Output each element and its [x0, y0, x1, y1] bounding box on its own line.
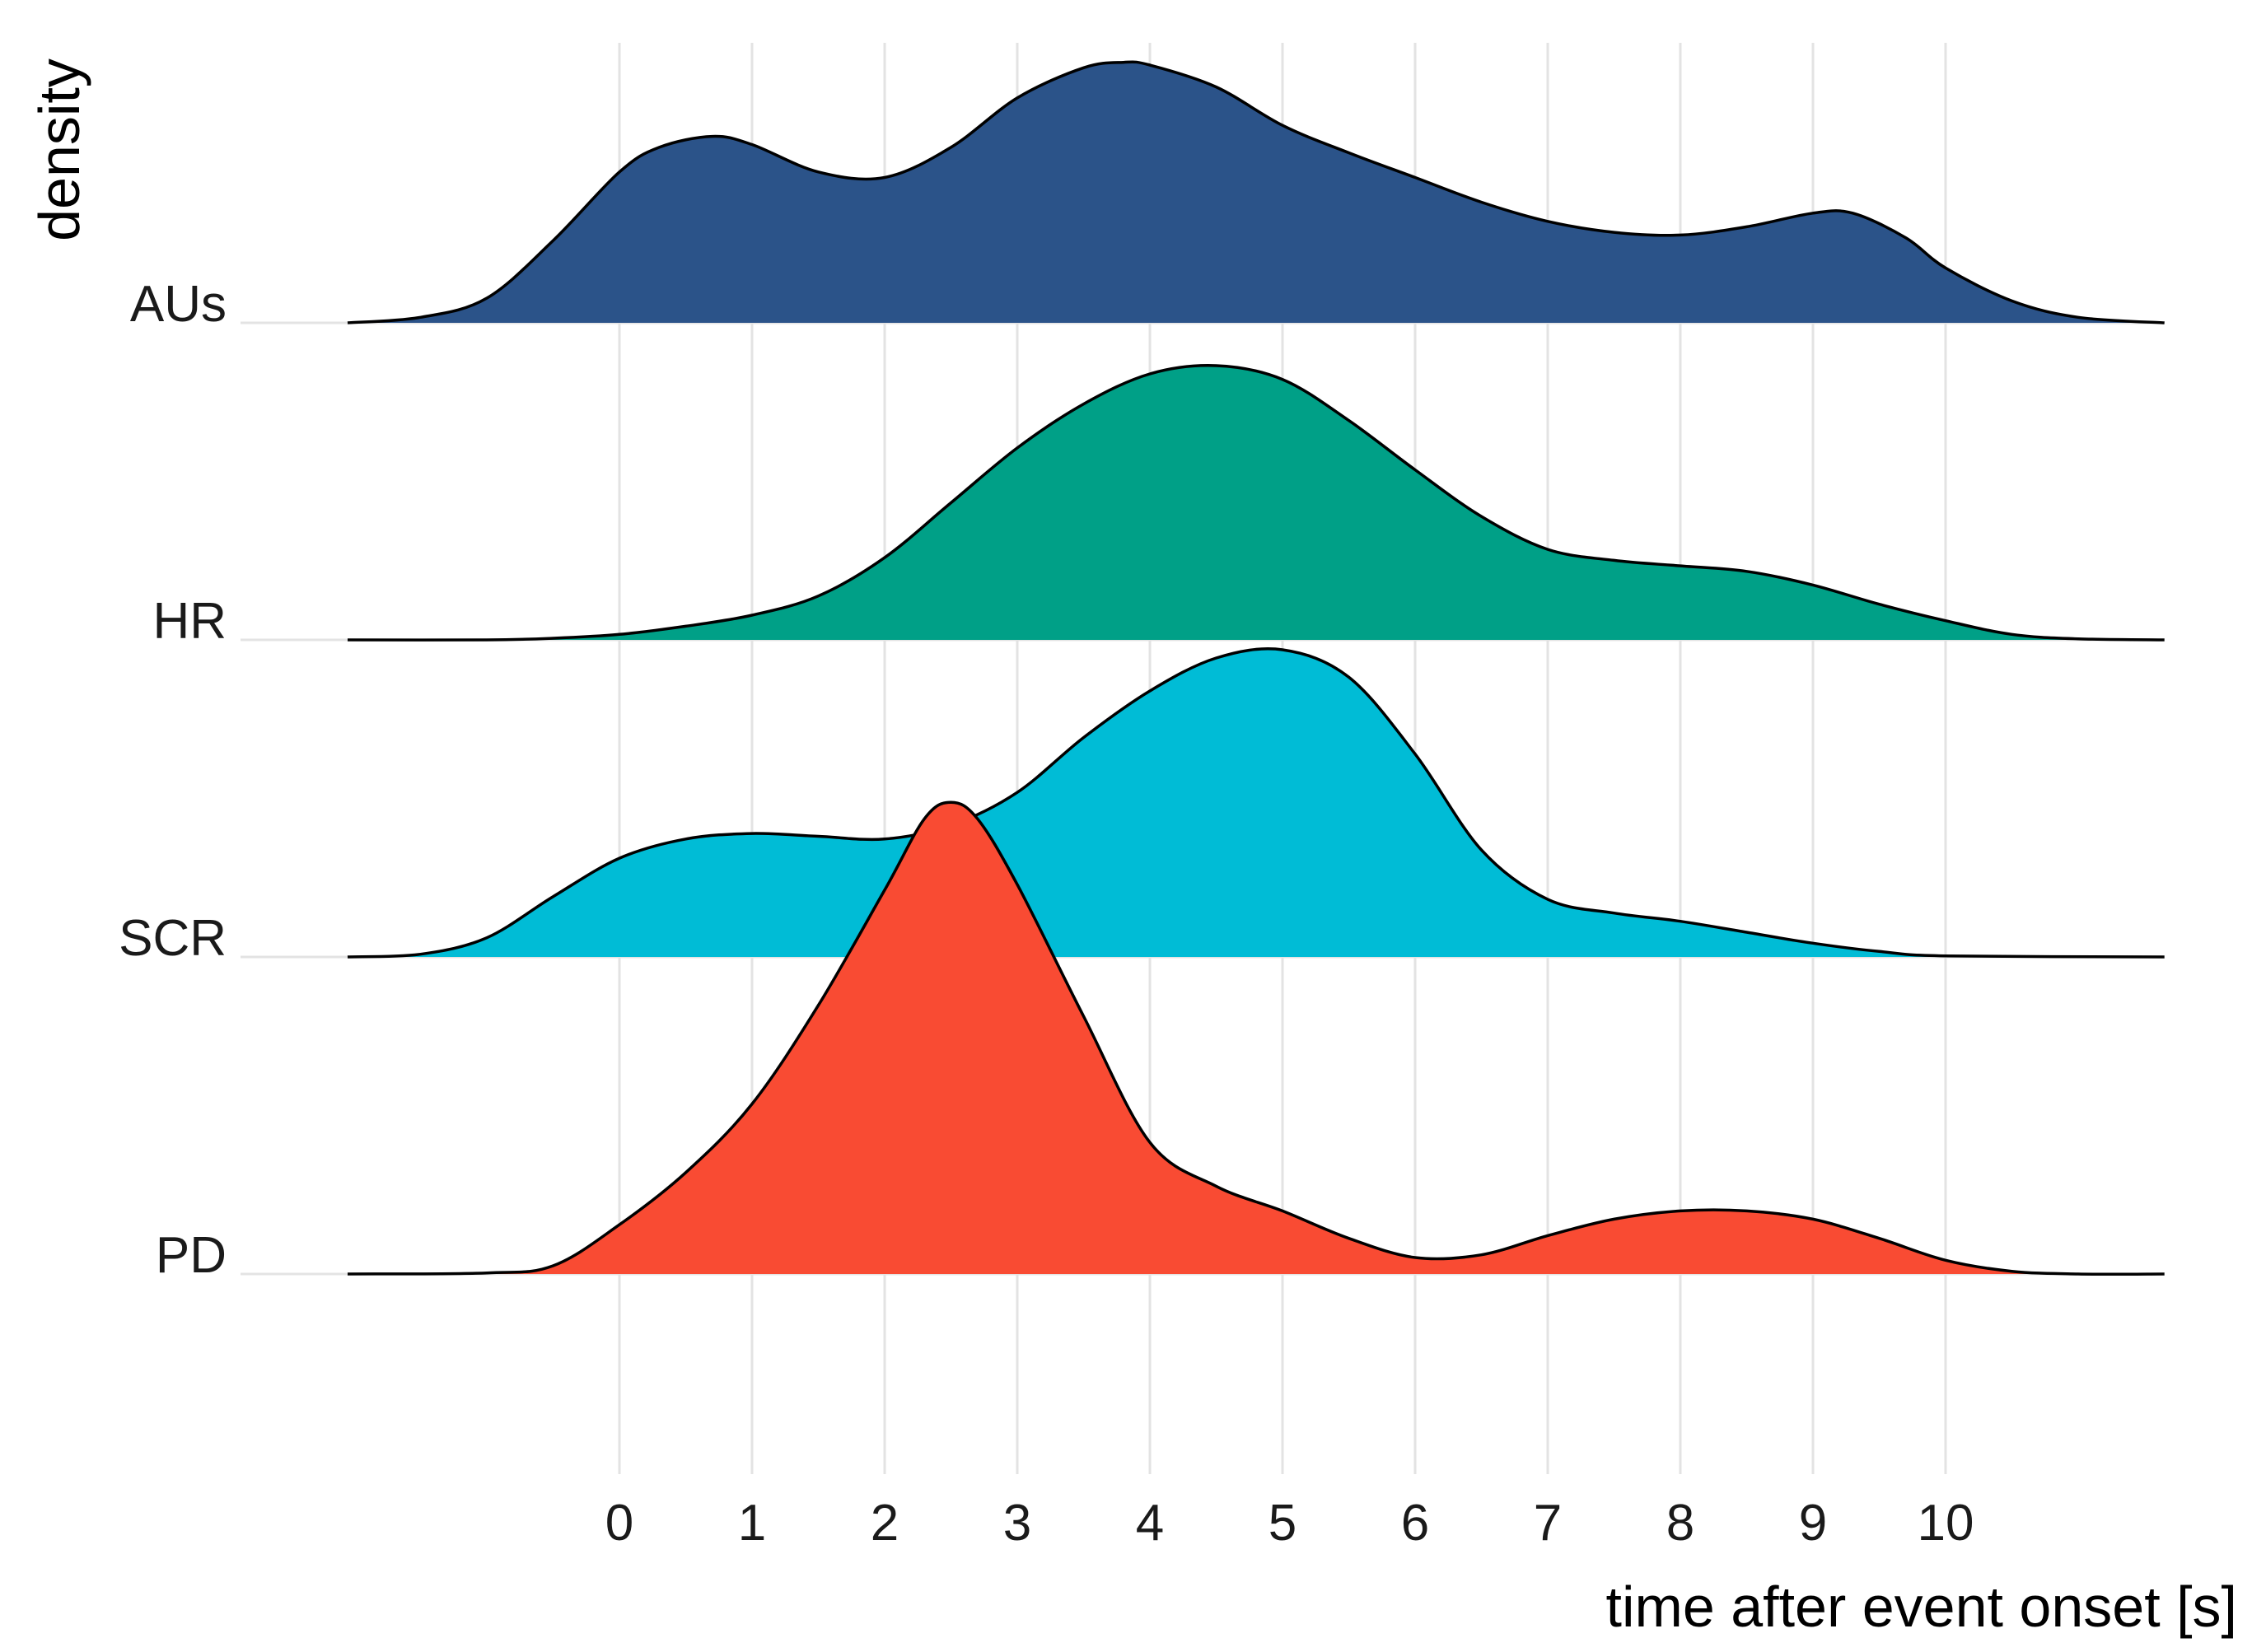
ridge-outline-pd — [347, 800, 2165, 1276]
ridge-outline-scr — [347, 647, 2165, 959]
x-axis-tick-labels: 0 1 2 3 4 5 6 7 8 9 10 — [605, 1495, 1974, 1552]
category-label-pd: PD — [156, 1227, 227, 1284]
x-tick-label: 5 — [1268, 1495, 1297, 1552]
ridge-fill-hr — [348, 365, 2165, 641]
x-tick-label: 10 — [1918, 1495, 1974, 1552]
y-axis-category-labels: AUs HR SCR PD — [119, 276, 227, 1284]
ridge-fill-pd — [348, 802, 2165, 1275]
x-tick-label: 4 — [1136, 1495, 1164, 1552]
ridge-fill-scr — [348, 648, 2165, 957]
ridge-outline-aus — [347, 60, 2165, 324]
x-tick-label: 3 — [1003, 1495, 1031, 1552]
x-tick-label: 7 — [1534, 1495, 1562, 1552]
x-tick-label: 1 — [738, 1495, 766, 1552]
ridge-outline-hr — [347, 364, 2165, 642]
density-ridges — [347, 60, 2165, 1276]
category-label-scr: SCR — [119, 910, 227, 967]
x-tick-label: 2 — [871, 1495, 899, 1552]
y-axis-title: density — [27, 58, 91, 241]
x-tick-label: 8 — [1666, 1495, 1694, 1552]
x-tick-label: 0 — [605, 1495, 633, 1552]
x-tick-label: 6 — [1401, 1495, 1429, 1552]
x-axis-title: time after event onset [s] — [1606, 1575, 2237, 1639]
x-tick-label: 9 — [1799, 1495, 1827, 1552]
category-label-aus: AUs — [130, 276, 227, 333]
ridge-fill-aus — [348, 62, 2165, 323]
category-label-hr: HR — [152, 593, 227, 650]
